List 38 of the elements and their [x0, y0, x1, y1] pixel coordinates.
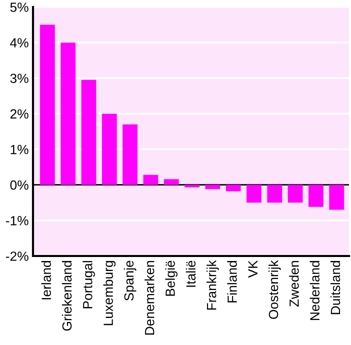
bar [308, 184, 324, 207]
bar [184, 184, 200, 188]
bar [81, 80, 96, 185]
y-tick-label: 5% [10, 2, 28, 12]
x-tick-label: Frankrijk [206, 260, 219, 310]
bar [143, 174, 158, 185]
bar [40, 24, 55, 185]
y-tick-label: -1% [6, 216, 28, 226]
y-tick-label: 1% [10, 144, 28, 154]
x-tick-label: Zweden [289, 261, 299, 307]
x-tick-label: Portugal [82, 261, 95, 308]
y-tick-label: 4% [10, 38, 28, 48]
y-tick-label: 2% [10, 109, 28, 119]
bar [329, 184, 344, 210]
x-tick-label: Oostenrijk [268, 260, 281, 319]
x-tick-label: Finland [227, 261, 237, 302]
x-tick-label: België [165, 260, 178, 296]
y-tick-label: 0% [10, 180, 28, 190]
bar [288, 184, 303, 203]
y-tick-label: 3% [10, 74, 28, 84]
x-tick-label: Nederland [310, 261, 320, 320]
bar [267, 184, 282, 203]
x-tick-label: Duitsland [330, 261, 340, 314]
x-tick-label: VK [248, 260, 258, 278]
bar [246, 184, 262, 203]
x-tick-label: Griekenland [62, 261, 72, 331]
bar [122, 124, 138, 185]
x-tick-label: Italië [186, 260, 196, 287]
x-tick-label: Luxemburg [103, 261, 116, 326]
bar [102, 114, 117, 185]
bar [164, 179, 179, 185]
bar [205, 184, 220, 190]
x-tick-label: Spanje [124, 260, 136, 301]
bar [226, 184, 241, 192]
x-tick-label: Denemarken [144, 261, 154, 335]
bar [60, 42, 76, 185]
x-tick-label: Ierland [41, 261, 51, 300]
y-tick-label: -2% [6, 252, 28, 261]
